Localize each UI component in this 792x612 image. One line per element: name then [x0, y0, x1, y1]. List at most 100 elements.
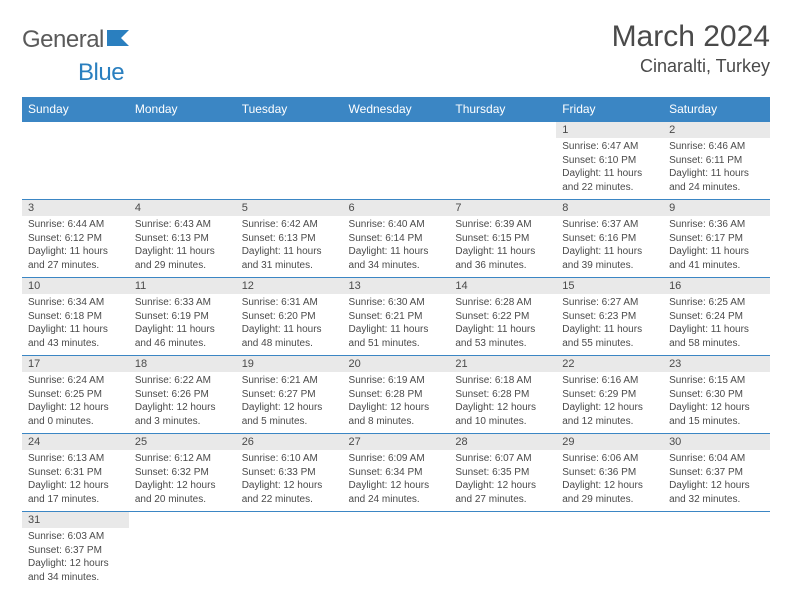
calendar-day: 8Sunrise: 6:37 AMSunset: 6:16 PMDaylight… [556, 200, 663, 278]
sunrise-line: Sunrise: 6:15 AM [669, 374, 764, 388]
day-number: 27 [343, 434, 450, 450]
daylight-line: Daylight: 12 hours and 27 minutes. [455, 479, 550, 506]
day-header: Friday [556, 97, 663, 122]
sunset-line: Sunset: 6:15 PM [455, 232, 550, 246]
day-details: Sunrise: 6:07 AMSunset: 6:35 PMDaylight:… [449, 450, 556, 510]
day-details: Sunrise: 6:06 AMSunset: 6:36 PMDaylight:… [556, 450, 663, 510]
brand-logo: General [22, 26, 133, 54]
calendar-day: 15Sunrise: 6:27 AMSunset: 6:23 PMDayligh… [556, 278, 663, 356]
calendar-week: 17Sunrise: 6:24 AMSunset: 6:25 PMDayligh… [22, 356, 770, 434]
day-header: Saturday [663, 97, 770, 122]
sunrise-line: Sunrise: 6:40 AM [349, 218, 444, 232]
day-number: 9 [663, 200, 770, 216]
daylight-line: Daylight: 12 hours and 17 minutes. [28, 479, 123, 506]
day-number: 4 [129, 200, 236, 216]
day-details: Sunrise: 6:27 AMSunset: 6:23 PMDaylight:… [556, 294, 663, 354]
day-header: Thursday [449, 97, 556, 122]
calendar-day: 16Sunrise: 6:25 AMSunset: 6:24 PMDayligh… [663, 278, 770, 356]
sunrise-line: Sunrise: 6:04 AM [669, 452, 764, 466]
daylight-line: Daylight: 11 hours and 46 minutes. [135, 323, 230, 350]
flag-icon [107, 28, 133, 53]
calendar-day: 11Sunrise: 6:33 AMSunset: 6:19 PMDayligh… [129, 278, 236, 356]
sunrise-line: Sunrise: 6:46 AM [669, 140, 764, 154]
calendar-day: 4Sunrise: 6:43 AMSunset: 6:13 PMDaylight… [129, 200, 236, 278]
calendar-empty [129, 122, 236, 200]
sunset-line: Sunset: 6:32 PM [135, 466, 230, 480]
calendar-day: 18Sunrise: 6:22 AMSunset: 6:26 PMDayligh… [129, 356, 236, 434]
sunset-line: Sunset: 6:26 PM [135, 388, 230, 402]
sunset-line: Sunset: 6:29 PM [562, 388, 657, 402]
daylight-line: Daylight: 12 hours and 0 minutes. [28, 401, 123, 428]
day-header-row: SundayMondayTuesdayWednesdayThursdayFrid… [22, 97, 770, 122]
sunrise-line: Sunrise: 6:07 AM [455, 452, 550, 466]
calendar-table: SundayMondayTuesdayWednesdayThursdayFrid… [22, 97, 770, 588]
sunset-line: Sunset: 6:17 PM [669, 232, 764, 246]
calendar-empty [343, 512, 450, 589]
day-header: Monday [129, 97, 236, 122]
daylight-line: Daylight: 11 hours and 36 minutes. [455, 245, 550, 272]
day-details: Sunrise: 6:19 AMSunset: 6:28 PMDaylight:… [343, 372, 450, 432]
sunset-line: Sunset: 6:21 PM [349, 310, 444, 324]
sunrise-line: Sunrise: 6:22 AM [135, 374, 230, 388]
day-details: Sunrise: 6:04 AMSunset: 6:37 PMDaylight:… [663, 450, 770, 510]
day-details: Sunrise: 6:36 AMSunset: 6:17 PMDaylight:… [663, 216, 770, 276]
sunset-line: Sunset: 6:16 PM [562, 232, 657, 246]
day-number: 14 [449, 278, 556, 294]
calendar-day: 29Sunrise: 6:06 AMSunset: 6:36 PMDayligh… [556, 434, 663, 512]
sunrise-line: Sunrise: 6:33 AM [135, 296, 230, 310]
calendar-empty [663, 512, 770, 589]
daylight-line: Daylight: 11 hours and 29 minutes. [135, 245, 230, 272]
sunset-line: Sunset: 6:14 PM [349, 232, 444, 246]
sunset-line: Sunset: 6:10 PM [562, 154, 657, 168]
sunrise-line: Sunrise: 6:06 AM [562, 452, 657, 466]
calendar-week: 10Sunrise: 6:34 AMSunset: 6:18 PMDayligh… [22, 278, 770, 356]
calendar-empty [236, 122, 343, 200]
day-number: 24 [22, 434, 129, 450]
calendar-day: 17Sunrise: 6:24 AMSunset: 6:25 PMDayligh… [22, 356, 129, 434]
calendar-day: 20Sunrise: 6:19 AMSunset: 6:28 PMDayligh… [343, 356, 450, 434]
calendar-day: 26Sunrise: 6:10 AMSunset: 6:33 PMDayligh… [236, 434, 343, 512]
daylight-line: Daylight: 12 hours and 3 minutes. [135, 401, 230, 428]
month-title: March 2024 [612, 20, 770, 54]
calendar-day: 2Sunrise: 6:46 AMSunset: 6:11 PMDaylight… [663, 122, 770, 200]
day-header: Wednesday [343, 97, 450, 122]
calendar-day: 13Sunrise: 6:30 AMSunset: 6:21 PMDayligh… [343, 278, 450, 356]
day-details: Sunrise: 6:09 AMSunset: 6:34 PMDaylight:… [343, 450, 450, 510]
day-details: Sunrise: 6:31 AMSunset: 6:20 PMDaylight:… [236, 294, 343, 354]
day-details: Sunrise: 6:21 AMSunset: 6:27 PMDaylight:… [236, 372, 343, 432]
brand-text-1: General [22, 26, 104, 54]
day-details: Sunrise: 6:34 AMSunset: 6:18 PMDaylight:… [22, 294, 129, 354]
calendar-day: 25Sunrise: 6:12 AMSunset: 6:32 PMDayligh… [129, 434, 236, 512]
day-number: 28 [449, 434, 556, 450]
daylight-line: Daylight: 11 hours and 41 minutes. [669, 245, 764, 272]
sunset-line: Sunset: 6:11 PM [669, 154, 764, 168]
daylight-line: Daylight: 12 hours and 12 minutes. [562, 401, 657, 428]
sunset-line: Sunset: 6:23 PM [562, 310, 657, 324]
daylight-line: Daylight: 12 hours and 5 minutes. [242, 401, 337, 428]
sunrise-line: Sunrise: 6:36 AM [669, 218, 764, 232]
day-number: 29 [556, 434, 663, 450]
sunrise-line: Sunrise: 6:19 AM [349, 374, 444, 388]
sunset-line: Sunset: 6:30 PM [669, 388, 764, 402]
calendar-empty [236, 512, 343, 589]
daylight-line: Daylight: 12 hours and 10 minutes. [455, 401, 550, 428]
day-number: 23 [663, 356, 770, 372]
daylight-line: Daylight: 12 hours and 24 minutes. [349, 479, 444, 506]
calendar-week: 3Sunrise: 6:44 AMSunset: 6:12 PMDaylight… [22, 200, 770, 278]
day-number: 6 [343, 200, 450, 216]
calendar-empty [129, 512, 236, 589]
daylight-line: Daylight: 11 hours and 22 minutes. [562, 167, 657, 194]
daylight-line: Daylight: 11 hours and 58 minutes. [669, 323, 764, 350]
calendar-day: 1Sunrise: 6:47 AMSunset: 6:10 PMDaylight… [556, 122, 663, 200]
daylight-line: Daylight: 12 hours and 32 minutes. [669, 479, 764, 506]
daylight-line: Daylight: 11 hours and 48 minutes. [242, 323, 337, 350]
sunrise-line: Sunrise: 6:24 AM [28, 374, 123, 388]
sunset-line: Sunset: 6:31 PM [28, 466, 123, 480]
day-header: Tuesday [236, 97, 343, 122]
daylight-line: Daylight: 12 hours and 20 minutes. [135, 479, 230, 506]
calendar-empty [22, 122, 129, 200]
sunset-line: Sunset: 6:36 PM [562, 466, 657, 480]
calendar-day: 22Sunrise: 6:16 AMSunset: 6:29 PMDayligh… [556, 356, 663, 434]
day-details: Sunrise: 6:46 AMSunset: 6:11 PMDaylight:… [663, 138, 770, 198]
sunrise-line: Sunrise: 6:18 AM [455, 374, 550, 388]
